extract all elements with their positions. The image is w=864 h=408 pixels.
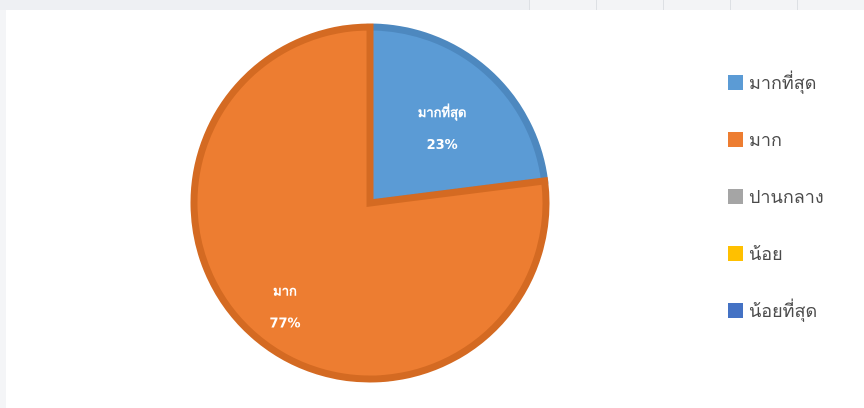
tab-5[interactable] xyxy=(797,0,864,10)
top-tabs xyxy=(529,0,864,10)
pie-labels: มากที่สุด 23% มาก 77% xyxy=(269,103,466,331)
legend-label: น้อยที่สุด xyxy=(749,300,818,322)
legend-item-least: น้อยที่สุด xyxy=(728,298,864,322)
slice-category-label: มากที่สุด xyxy=(418,103,467,121)
legend-label: มากที่สุด xyxy=(749,72,817,94)
legend-label: มาก xyxy=(749,129,782,151)
pie-slice-1 xyxy=(366,23,549,207)
slice-category-label: มาก xyxy=(273,284,297,299)
tab-4[interactable] xyxy=(730,0,797,10)
legend-item-little: น้อย xyxy=(728,241,864,265)
legend-item-much: มาก xyxy=(728,127,864,151)
legend-swatch xyxy=(728,302,743,318)
pie-slice-2 xyxy=(190,23,550,383)
legend-item-most: มากที่สุด xyxy=(728,70,864,94)
legend-label: น้อย xyxy=(749,243,783,265)
legend-swatch xyxy=(728,74,743,90)
pie-slices xyxy=(190,23,550,383)
slice-percent-label: 23% xyxy=(427,138,458,153)
legend-label: ปานกลาง xyxy=(749,186,824,208)
tab-2[interactable] xyxy=(596,0,663,10)
tab-3[interactable] xyxy=(663,0,730,10)
top-toolbar-strip xyxy=(0,0,864,10)
legend-swatch xyxy=(728,131,743,147)
tab-1[interactable] xyxy=(529,0,596,10)
slice-percent-label: 77% xyxy=(269,316,300,331)
legend-item-moderate: ปานกลาง xyxy=(728,184,864,208)
legend-swatch xyxy=(728,188,743,204)
left-edge-strip xyxy=(0,10,6,408)
legend-swatch xyxy=(728,245,743,261)
legend: มากที่สุด มาก ปานกลาง น้อย น้อยที่สุด xyxy=(728,70,864,355)
